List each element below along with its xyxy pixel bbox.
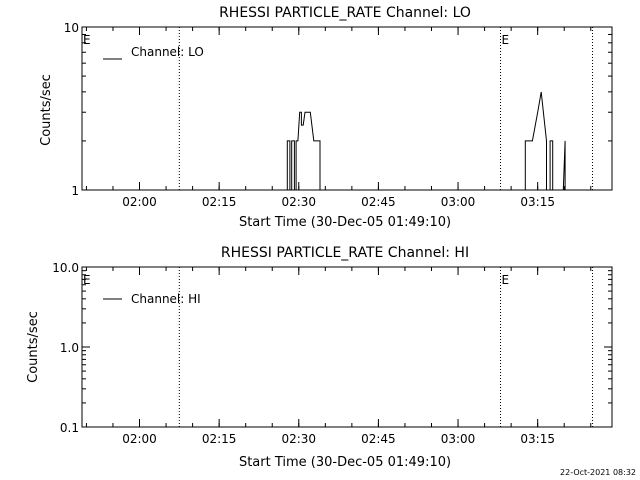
hi-event-marker-label: E bbox=[83, 273, 91, 287]
lo-x-tick-label: 02:30 bbox=[281, 195, 316, 209]
hi-x-tick-label: 02:00 bbox=[122, 432, 157, 446]
lo-series-line bbox=[524, 91, 566, 191]
lo-x-tick-label: 02:00 bbox=[122, 195, 157, 209]
hi-x-axis-label: Start Time (30-Dec-05 01:49:10) bbox=[239, 455, 451, 470]
lo-x-tick-label: 02:15 bbox=[202, 195, 237, 209]
hi-x-tick-label: 03:00 bbox=[441, 432, 476, 446]
generation-timestamp: 22-Oct-2021 08:32 bbox=[560, 468, 636, 477]
hi-legend-label: Channel: HI bbox=[131, 292, 201, 306]
hi-y-axis-label: Counts/sec bbox=[26, 311, 41, 383]
hi-event-marker-label: E bbox=[502, 273, 510, 287]
lo-x-tick-label: 03:00 bbox=[441, 195, 476, 209]
hi-x-tick-label: 02:45 bbox=[361, 432, 396, 446]
hi-y-tick-label: 10.0 bbox=[52, 261, 79, 275]
lo-x-tick-label: 03:15 bbox=[520, 195, 555, 209]
hi-x-tick-label: 02:30 bbox=[281, 432, 316, 446]
lo-event-marker-label: E bbox=[502, 33, 510, 47]
hi-plot-frame bbox=[81, 266, 613, 428]
lo-plot-frame bbox=[81, 26, 613, 191]
hi-y-tick-label: 0.1 bbox=[60, 421, 79, 435]
lo-x-tick-label: 02:45 bbox=[361, 195, 396, 209]
lo-y-tick-label: 10 bbox=[64, 21, 79, 35]
hi-x-tick-label: 02:15 bbox=[202, 432, 237, 446]
hi-x-tick-label: 03:15 bbox=[520, 432, 555, 446]
lo-legend-label: Channel: LO bbox=[131, 45, 204, 59]
lo-y-tick-label: 1 bbox=[71, 184, 79, 198]
hi-channel-panel: RHESSI PARTICLE_RATE Channel: HI Start T… bbox=[26, 245, 613, 470]
lo-chart-title: RHESSI PARTICLE_RATE Channel: LO bbox=[219, 5, 471, 21]
lo-channel-panel: RHESSI PARTICLE_RATE Channel: LO Start T… bbox=[39, 5, 613, 230]
hi-y-tick-label: 1.0 bbox=[60, 341, 79, 355]
lo-y-axis-label: Counts/sec bbox=[39, 74, 54, 146]
hi-chart-title: RHESSI PARTICLE_RATE Channel: HI bbox=[221, 245, 469, 261]
lo-series-line bbox=[286, 111, 321, 191]
lo-event-marker-label: E bbox=[83, 33, 91, 47]
lo-x-axis-label: Start Time (30-Dec-05 01:49:10) bbox=[239, 215, 451, 230]
